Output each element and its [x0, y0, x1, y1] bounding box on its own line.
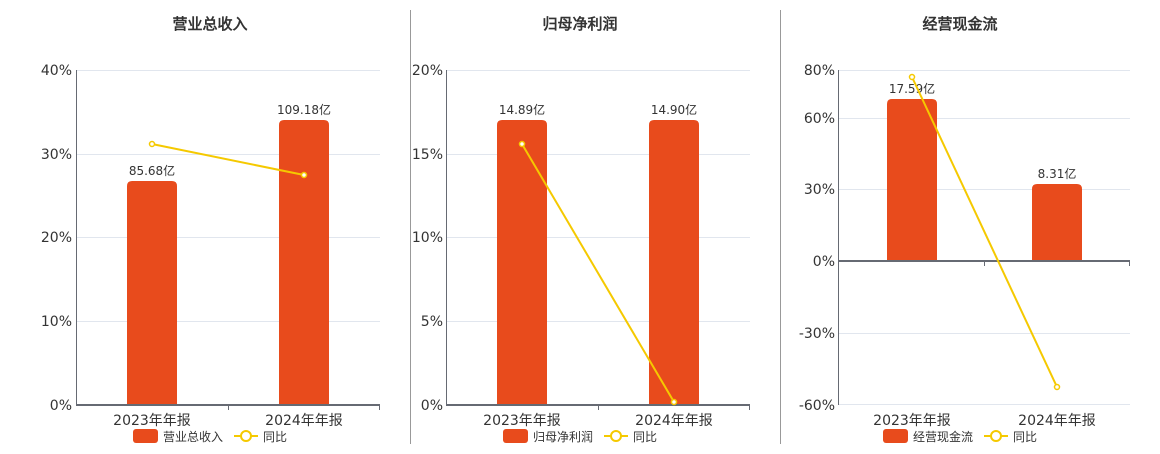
x-tick-label: 2023年年报	[873, 413, 951, 429]
legend-line-label: 同比	[633, 430, 657, 444]
y-tick: 20%	[412, 63, 443, 79]
y-tick: 10%	[41, 314, 72, 330]
bar-2023[interactable]	[127, 181, 177, 405]
bar-value-label: 14.89亿	[499, 102, 545, 117]
yoy-point[interactable]	[148, 140, 156, 148]
y-tick: 15%	[412, 147, 443, 163]
bar-2023[interactable]	[887, 99, 937, 261]
panel-divider	[780, 10, 781, 444]
legend-line-marker-icon	[990, 430, 1002, 442]
bar-value-label: 109.18亿	[277, 102, 331, 117]
legend-bar-label: 营业总收入	[163, 430, 223, 444]
yoy-point[interactable]	[670, 398, 678, 406]
bar-2023[interactable]	[497, 120, 547, 405]
bar-value-label: 8.31亿	[1038, 166, 1077, 181]
y-axis-labels: 80% 60% 30% 0% -30% -60%	[799, 63, 835, 414]
chart-title: 营业总收入	[172, 15, 247, 33]
legend-bar-label: 归母净利润	[533, 430, 593, 444]
chart-panel-revenue: 营业总收入 40% 30% 20% 10% 0% 85.68亿 109.18亿 …	[0, 0, 400, 450]
chart-panel-net-profit: 归母净利润 20% 15% 10% 5% 0% 14.89亿 14.90亿 20…	[400, 0, 780, 450]
y-tick: 0%	[50, 398, 72, 414]
y-tick: 0%	[813, 254, 835, 270]
legend-bar-swatch	[503, 429, 528, 443]
y-tick: 80%	[804, 63, 835, 79]
legend-line-marker-icon	[240, 430, 252, 442]
chart-net-profit: 归母净利润 20% 15% 10% 5% 0% 14.89亿 14.90亿 20…	[412, 15, 750, 444]
y-axis-labels: 40% 30% 20% 10% 0%	[41, 63, 72, 414]
gridlines	[77, 70, 380, 322]
y-tick: 0%	[421, 398, 443, 414]
bar-value-label: 14.90亿	[651, 102, 697, 117]
yoy-point[interactable]	[1053, 383, 1061, 391]
bar-2024[interactable]	[1032, 184, 1082, 261]
x-tick-label: 2023年年报	[113, 413, 191, 429]
bar-value-label: 17.59亿	[889, 81, 935, 96]
legend-bar-swatch	[133, 429, 158, 443]
bar-2024[interactable]	[649, 120, 699, 405]
legend-line-label: 同比	[1013, 430, 1037, 444]
gridlines	[447, 70, 750, 322]
legend[interactable]: 归母净利润 同比	[503, 429, 657, 444]
legend[interactable]: 营业总收入 同比	[133, 429, 287, 444]
chart-title: 经营现金流	[922, 15, 997, 33]
y-tick: -60%	[799, 398, 835, 414]
y-tick: 40%	[41, 63, 72, 79]
yoy-point[interactable]	[908, 73, 916, 81]
legend[interactable]: 经营现金流 同比	[883, 429, 1037, 444]
chart-revenue: 营业总收入 40% 30% 20% 10% 0% 85.68亿 109.18亿 …	[41, 15, 380, 444]
y-axis-labels: 20% 15% 10% 5% 0%	[412, 63, 443, 414]
legend-bar-label: 经营现金流	[913, 429, 973, 444]
legend-line-marker-icon	[610, 430, 622, 442]
y-tick: 30%	[41, 147, 72, 163]
chart-title: 归母净利润	[542, 15, 617, 33]
yoy-point[interactable]	[300, 171, 308, 179]
chart-operating-cashflow: 经营现金流 80% 60% 30% 0% -30% -60% 17.59亿 8.…	[799, 15, 1130, 444]
bar-2024[interactable]	[279, 120, 329, 405]
x-tick-label: 2023年年报	[483, 413, 561, 429]
bar-value-label: 85.68亿	[129, 163, 175, 178]
chart-panel-operating-cashflow: 经营现金流 80% 60% 30% 0% -30% -60% 17.59亿 8.…	[780, 0, 1160, 450]
yoy-line	[521, 143, 675, 403]
panel-divider	[410, 10, 411, 444]
yoy-point[interactable]	[518, 140, 526, 148]
gridlines	[839, 70, 1130, 405]
legend-bar-swatch	[883, 429, 908, 443]
y-tick: -30%	[799, 326, 835, 342]
legend-line-label: 同比	[263, 430, 287, 444]
y-tick: 10%	[412, 230, 443, 246]
y-tick: 60%	[804, 111, 835, 127]
x-tick-label: 2024年年报	[265, 413, 343, 429]
x-tick-label: 2024年年报	[635, 413, 713, 429]
y-tick: 30%	[804, 182, 835, 198]
y-tick: 5%	[421, 314, 443, 330]
yoy-line	[911, 76, 1058, 388]
yoy-line	[151, 143, 305, 176]
x-tick-label: 2024年年报	[1018, 413, 1096, 429]
y-tick: 20%	[41, 230, 72, 246]
